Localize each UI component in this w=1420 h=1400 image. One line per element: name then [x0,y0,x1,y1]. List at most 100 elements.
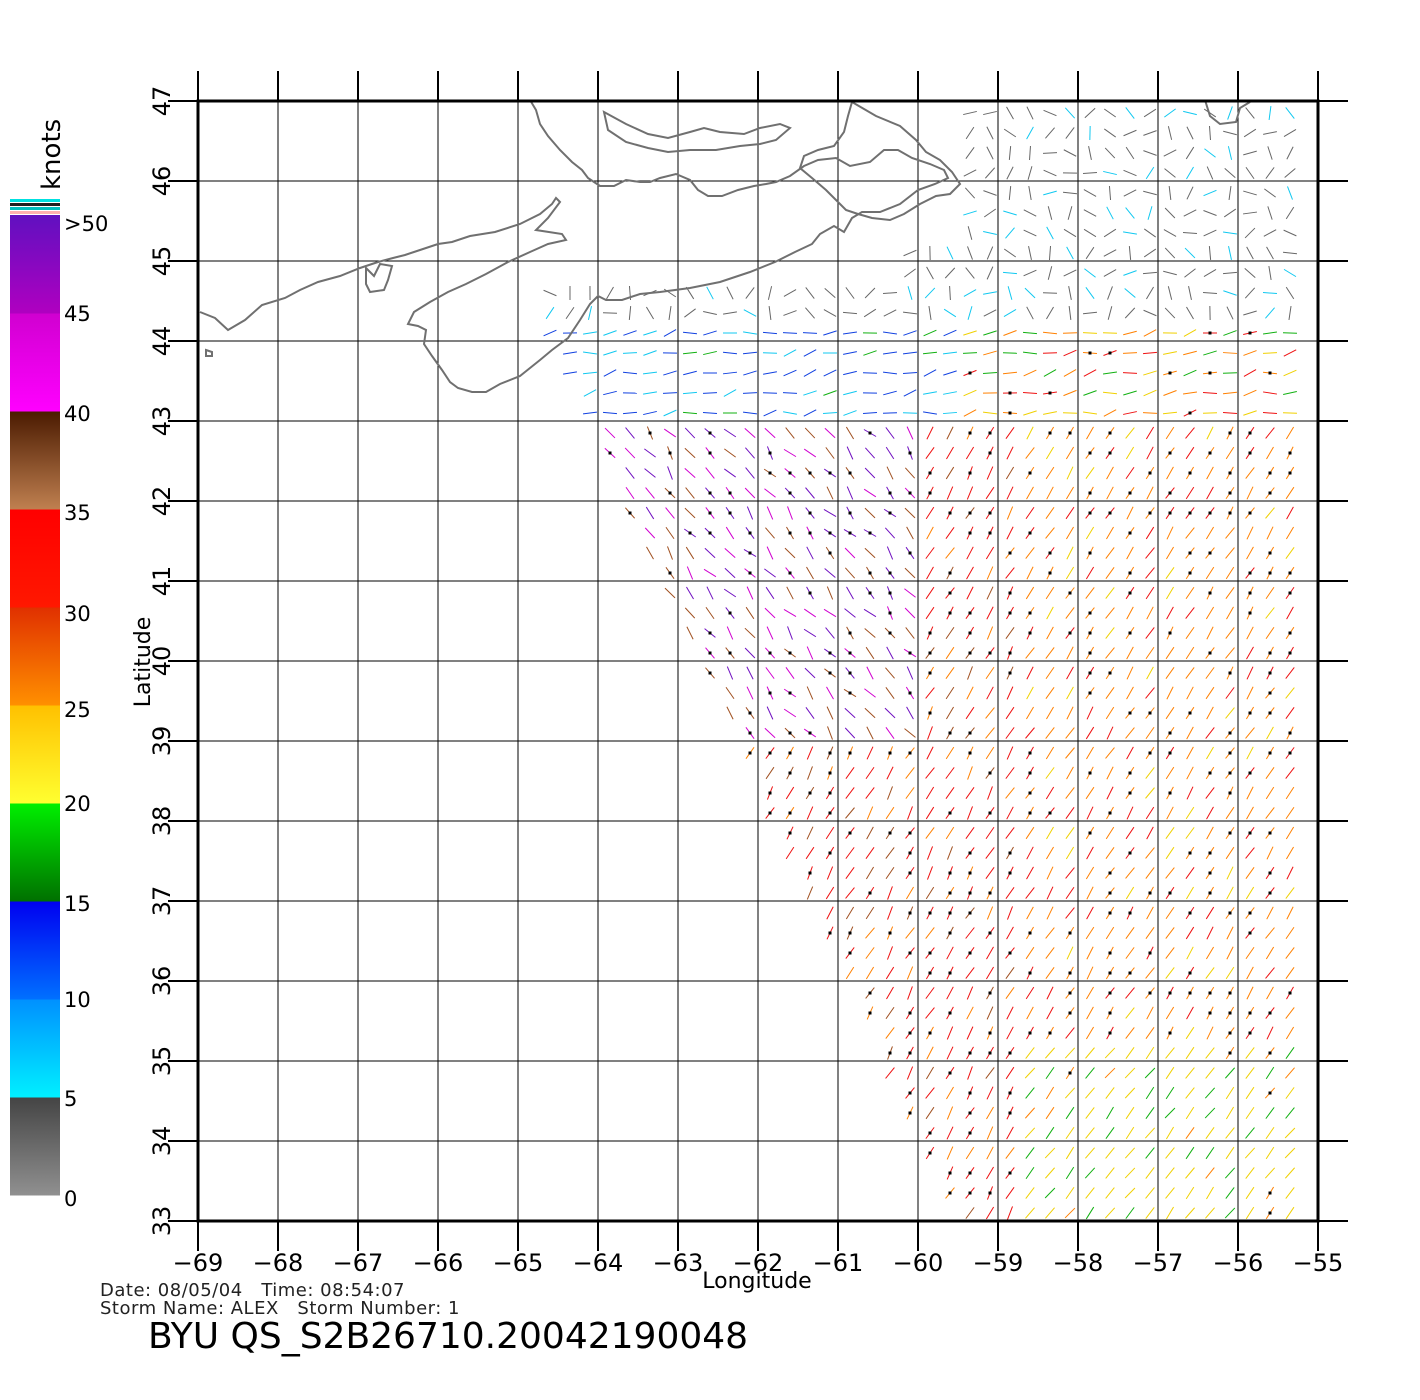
wind-barb [1125,1027,1135,1039]
wind-barb [902,412,918,414]
rain-flag-dot [1268,1011,1272,1015]
rain-flag-dot [908,1111,912,1115]
wind-barb [1023,369,1037,377]
wind-barb [803,390,817,396]
wind-barb [1066,246,1074,260]
rain-flag-dot [1268,891,1272,895]
wind-barb [1045,786,1055,800]
wind-barb [965,706,975,720]
wind-barb [1146,286,1154,300]
rain-flag-dot [668,451,672,455]
wind-barb [1244,268,1256,278]
wind-barb [1265,967,1275,979]
wind-barb [1024,1067,1036,1079]
wind-barb [1045,666,1055,680]
wind-barb [745,287,755,299]
rain-flag-dot [1048,1031,1052,1035]
wind-barb [986,626,994,640]
wind-barb [945,746,955,760]
wind-barb [905,886,915,900]
wind-barb [1005,427,1015,439]
wind-barb [705,467,715,479]
wind-barb [1005,1187,1015,1199]
wind-barb [1006,446,1014,460]
rain-flag-dot [1188,971,1192,975]
wind-barb [943,308,957,318]
wind-barb [1186,686,1194,700]
rain-flag-dot [1228,771,1232,775]
wind-barb [904,567,916,579]
wind-barb [886,766,894,780]
wind-barb [1285,286,1295,300]
wind-barb [1146,1006,1154,1020]
wind-barb [1222,372,1238,374]
wind-barb [1005,227,1015,239]
wind-barb [806,826,814,840]
wind-barb [1205,1047,1215,1059]
wind-barb [706,286,714,300]
wind-barb [1162,411,1178,415]
wind-barb [966,1026,974,1040]
wind-barb [1165,906,1175,920]
wind-barb [1105,1187,1115,1199]
wind-barb [1144,1067,1156,1079]
rain-flag-dot [1188,551,1192,555]
rain-flag-dot [908,951,912,955]
rain-flag-dot [1208,371,1212,375]
wind-barb [824,288,836,298]
wind-barb [1145,567,1155,579]
wind-barb [1145,1167,1155,1179]
wind-barb [1066,466,1074,480]
wind-barb [1026,566,1034,580]
wind-barb [1028,186,1032,200]
legend-tick-label: >50 [64,212,108,236]
rain-flag-dot [1108,431,1112,435]
wind-barb [1084,1167,1096,1179]
wind-barb [1263,131,1277,135]
rain-flag-dot [768,691,772,695]
wind-barb [783,310,797,316]
wind-barb [1205,526,1215,540]
rain-flag-dot [708,451,712,455]
wind-barb [587,306,593,320]
wind-barb [925,586,935,600]
wind-barb [1123,189,1137,197]
wind-barb [945,767,955,779]
wind-barb [803,628,817,638]
wind-barb [1266,726,1274,740]
wind-barb [965,927,975,939]
wind-barb [1106,726,1114,740]
coastline-small-island [205,348,213,357]
rain-flag-dot [948,611,952,615]
wind-barb [1285,767,1295,779]
wind-barb [986,266,994,280]
wind-barb [906,666,914,680]
rain-flag-dot [1268,571,1272,575]
wind-barb [643,330,657,336]
wind-barb [985,727,995,739]
rain-flag-dot [948,811,952,815]
wind-barb [846,446,854,460]
lon-tick-label: −61 [813,1249,864,1277]
wind-barb [925,806,935,820]
wind-barb [1244,287,1256,299]
rain-flag-dot [1108,511,1112,515]
wind-barb [785,786,795,800]
rain-flag-dot [808,591,812,595]
wind-barb [982,371,998,375]
rain-flag-dot [768,651,772,655]
lat-tick-label: 44 [148,326,176,357]
wind-barb [1262,331,1278,335]
rain-flag-dot [728,611,732,615]
wind-barb [1262,352,1278,354]
wind-barb [1105,846,1115,860]
wind-barb [1023,229,1037,237]
wind-barb [1022,351,1038,355]
wind-barb [1045,927,1055,939]
rain-flag-dot [748,711,752,715]
wind-barb [805,846,815,860]
rain-flag-dot [908,1091,912,1095]
wind-barb [985,966,995,980]
wind-barb [1107,306,1113,320]
legend-band [10,901,60,1000]
